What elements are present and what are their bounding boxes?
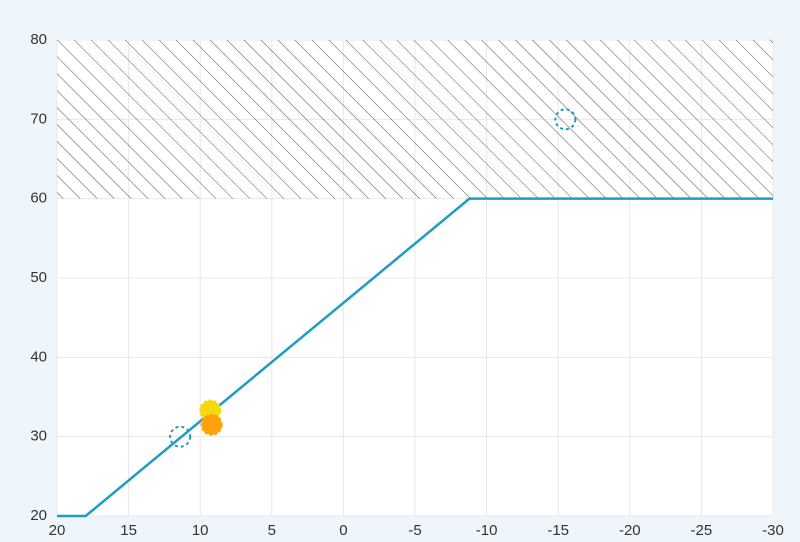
x-tick-label: -30 bbox=[762, 522, 784, 539]
y-tick-label: 80 bbox=[30, 31, 47, 48]
x-tick-label: 20 bbox=[49, 522, 66, 539]
x-tick-label: 0 bbox=[339, 522, 347, 539]
x-tick-label: -10 bbox=[476, 522, 498, 539]
y-tick-label: 30 bbox=[30, 428, 47, 445]
line bbox=[57, 197, 773, 518]
x-tick-label: 5 bbox=[268, 522, 276, 539]
y-tick-label: 60 bbox=[30, 190, 47, 207]
x-tick-label: 10 bbox=[192, 522, 209, 539]
x-tick-label: -20 bbox=[619, 522, 641, 539]
point bbox=[169, 425, 192, 448]
y-tick-label: 50 bbox=[30, 269, 47, 286]
point bbox=[200, 413, 223, 436]
x-tick-label: -15 bbox=[547, 522, 569, 539]
y-tick-label: 20 bbox=[30, 507, 47, 524]
y-tick-label: 70 bbox=[30, 110, 47, 127]
x-tick-label: -25 bbox=[691, 522, 713, 539]
y-tick-label: 40 bbox=[30, 348, 47, 365]
x-tick-label: 15 bbox=[120, 522, 137, 539]
x-tick-label: -5 bbox=[408, 522, 421, 539]
point bbox=[554, 108, 577, 131]
hatched-region bbox=[57, 40, 773, 199]
